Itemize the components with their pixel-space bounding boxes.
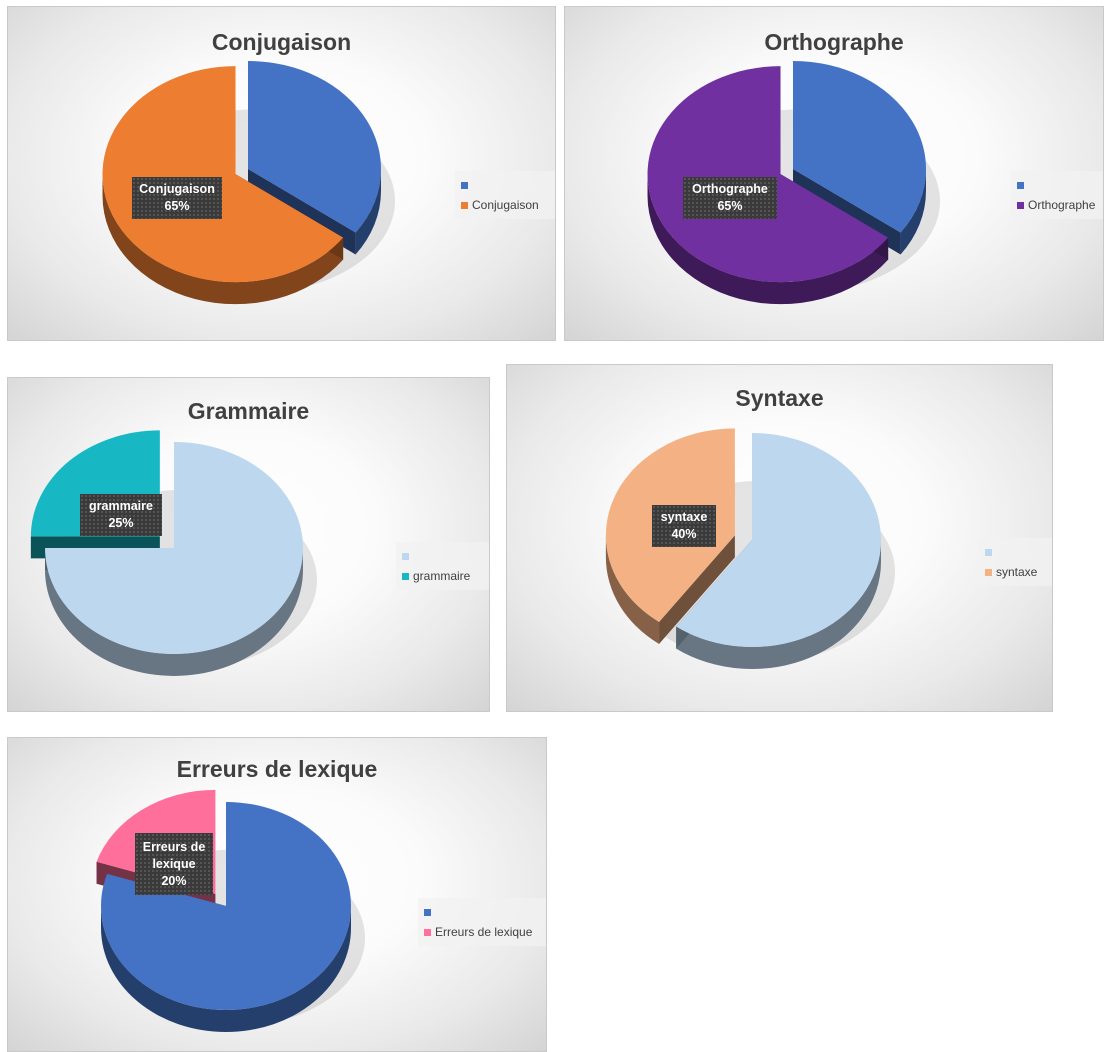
chart-panel-erreurs-de-lexique: Erreurs de lexique Erreurs de lexique 20… [7,737,547,1052]
pie-chart [647,61,940,305]
legend-label: Conjugaison [472,198,539,212]
pie-slice-other [793,61,926,233]
legend-label: grammaire [413,569,471,583]
data-label-category: Erreurs de lexique [142,839,206,871]
legend-label: syntaxe [996,565,1038,579]
data-label: Erreurs de lexique 20% [135,833,213,895]
data-label-percent: 65% [717,199,743,213]
legend-swatch-icon [985,548,992,556]
legend-label: Orthographe [1028,198,1096,212]
legend-swatch-icon [985,568,992,576]
legend-item: grammaire [402,566,486,586]
legend-item [1017,175,1103,195]
pie-chart [102,61,395,305]
legend-swatch-icon [402,572,409,580]
data-label: grammaire 25% [80,494,162,536]
pie-chart [96,789,365,1032]
data-label-percent: 40% [671,527,697,541]
legend-swatch-icon [461,201,468,209]
pie-slice-conjugaison [102,66,344,283]
pie-slice-orthographe [647,66,889,283]
data-label-category: Orthographe [692,182,768,196]
legend: Conjugaison [455,171,555,219]
legend-swatch-icon [424,908,431,916]
legend-swatch-icon [424,928,431,936]
legend-item: syntaxe [985,562,1049,582]
legend-item [402,546,486,566]
pie-slice-other [676,433,881,647]
pie-slice-side [605,535,735,644]
legend-swatch-icon [1017,181,1024,189]
legend-swatch-icon [461,181,468,189]
legend: Orthographe [1011,171,1103,219]
legend-label: Erreurs de lexique [435,925,533,939]
legend-item [985,542,1049,562]
chart-title: Grammaire [187,398,310,424]
data-label: Conjugaison 65% [132,177,222,219]
data-label: Orthographe 65% [683,177,777,219]
chart-title: Orthographe [764,29,904,55]
data-label-category: syntaxe [660,510,708,524]
legend: syntaxe [979,538,1052,586]
legend-item [424,902,544,922]
legend-item: Erreurs de lexique [424,922,544,942]
legend-item [461,175,553,195]
data-label-percent: 25% [108,516,134,530]
legend-swatch-icon [1017,201,1024,209]
legend-item: Conjugaison [461,195,553,215]
pie-chart [605,428,895,669]
data-label-percent: 65% [164,199,190,213]
chart-title: Erreurs de lexique [176,756,378,782]
data-label-category: Conjugaison [139,182,215,196]
chart-title: Conjugaison [211,29,352,55]
legend-item: Orthographe [1017,195,1103,215]
chart-title: Syntaxe [735,385,824,411]
pie-slice-other [45,442,303,654]
data-label: syntaxe 40% [652,505,716,547]
chart-panel-syntaxe: Syntaxe syntaxe 40% syntaxe [506,364,1053,712]
chart-panel-orthographe: Orthographe Orthographe 65% Orthographe [564,6,1104,341]
legend: Erreurs de lexique [418,898,546,946]
pie-slice-other [248,61,381,233]
data-label-category: grammaire [89,499,153,513]
legend-swatch-icon [402,552,409,560]
pie-slice-other [101,802,351,1010]
data-label-percent: 20% [161,873,187,888]
chart-panel-grammaire: Grammaire grammaire 25% grammaire [7,377,490,712]
legend: grammaire [396,542,489,590]
chart-panel-conjugaison: Conjugaison Conjugaison 65% Conjugaison [7,6,556,341]
